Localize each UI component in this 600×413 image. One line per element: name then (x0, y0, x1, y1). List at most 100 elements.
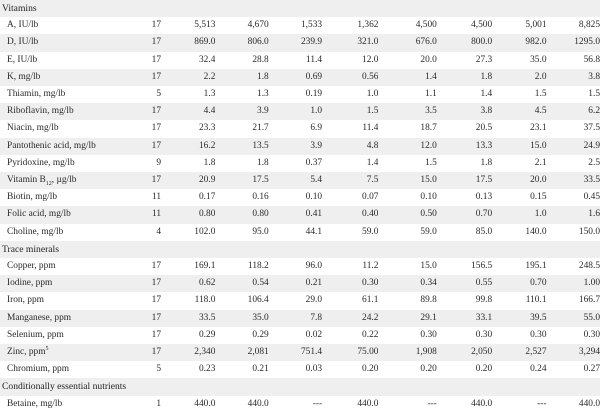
value-cell: 0.34 (378, 275, 437, 293)
table-row: Pantothenic acid, mg/lb 17 16.2 13.5 3.9 4.8 1… (0, 137, 600, 155)
count-cell: 17 (140, 68, 162, 87)
value-cell: 1.5 (378, 154, 437, 173)
value-cell: 0.55 (436, 275, 493, 293)
value-cell: 0.10 (378, 189, 437, 207)
value-cell: 7.8 (268, 309, 323, 327)
value-cell: 3.9 (215, 103, 269, 121)
value-cell: 156.5 (436, 258, 493, 276)
row-label-text: Riboflavin, mg/lb (7, 106, 74, 117)
value-cell: 13.3 (436, 137, 493, 155)
value-cell: 0.80 (161, 206, 216, 224)
row-label-text: Pantothenic acid, mg/lb (7, 140, 96, 151)
row-label-text: Zinc, ppm (7, 347, 46, 358)
count-cell: 17 (140, 34, 162, 52)
value-cell: 1.4 (436, 86, 493, 104)
value-cell: 29.1 (378, 309, 437, 327)
value-cell: 1.4 (322, 154, 379, 173)
value-cell: 3.8 (546, 68, 600, 87)
value-cell: --- (378, 395, 437, 413)
value-cell: 106.4 (215, 292, 269, 310)
value-cell: 20.0 (492, 172, 547, 190)
row-label: Copper, ppm (0, 258, 141, 276)
count-cell: 1 (140, 395, 162, 413)
table-row: D, IU/lb 17 869.0 806.0 239.9 321.0 676.0 800.0… (0, 34, 600, 52)
row-label: E, IU/lb (0, 51, 141, 69)
value-cell: 0.30 (492, 326, 547, 345)
table-row: Folic acid, mg/lb 11 0.80 0.80 0.41 0.40 0.50 0… (0, 206, 600, 224)
row-label-text: Iron, ppm (7, 295, 44, 306)
value-cell: 0.30 (436, 326, 493, 345)
value-cell: 0.40 (322, 206, 379, 224)
value-cell: 4,500 (378, 17, 437, 35)
value-cell: 0.62 (161, 275, 216, 293)
value-cell: 2.5 (546, 154, 600, 173)
value-cell: 195.1 (492, 258, 547, 276)
value-cell: 0.30 (546, 326, 600, 345)
value-cell: 7.5 (322, 172, 379, 190)
value-cell: 0.70 (492, 275, 547, 293)
row-label-text: Iodine, ppm (7, 278, 53, 289)
table-row: Iron, ppm 17 118.0 106.4 29.0 61.1 89.8 99.8 110… (0, 292, 600, 310)
row-label-text: Copper, ppm (7, 261, 56, 272)
row-label-text: Folic acid, mg/lb (7, 209, 71, 220)
section-header-row: Vitamins (0, 0, 600, 18)
value-cell: 0.21 (215, 361, 269, 379)
value-cell: --- (268, 395, 323, 413)
value-cell: 440.0 (436, 395, 493, 413)
value-cell: 17.5 (215, 172, 269, 190)
value-cell: 1295.0 (546, 34, 600, 52)
value-cell: 0.17 (161, 189, 216, 207)
value-cell: 1.8 (215, 68, 269, 87)
value-cell: 2,081 (215, 344, 269, 362)
value-cell: 118.0 (161, 292, 216, 310)
value-cell: 4.5 (492, 103, 547, 121)
value-cell: 15.0 (492, 137, 547, 155)
value-cell: 0.50 (378, 206, 437, 224)
count-cell: 11 (140, 189, 162, 207)
table-row: Choline, mg/lb 4 102.0 95.0 44.1 59.0 59.0 85.0… (0, 223, 600, 241)
row-label: Manganese, ppm (0, 309, 141, 327)
row-label-text: A, IU/lb (7, 20, 39, 31)
table-row: A, IU/lb 17 5,513 4,670 1,533 1,362 4,500 4,500… (0, 17, 600, 35)
table-row: Iodine, ppm 17 0.62 0.54 0.21 0.30 0.34 0.55 0.7… (0, 275, 600, 293)
value-cell: 44.1 (268, 223, 323, 241)
value-cell: 169.1 (161, 258, 216, 276)
value-cell: 440.0 (322, 395, 379, 413)
value-cell: 4.4 (161, 103, 216, 121)
value-cell: 0.20 (436, 361, 493, 379)
row-label: Niacin, mg/lb (0, 120, 141, 138)
row-label-text: Manganese, ppm (7, 312, 72, 323)
value-cell: 0.41 (268, 206, 323, 224)
value-cell: 110.1 (492, 292, 547, 310)
value-cell: 166.7 (546, 292, 600, 310)
count-cell: 17 (140, 292, 162, 310)
value-cell: 95.0 (215, 223, 269, 241)
value-cell: 37.5 (546, 120, 600, 138)
value-cell: 56.8 (546, 51, 600, 69)
value-cell: 0.23 (161, 361, 216, 379)
value-cell: 800.0 (436, 34, 493, 52)
table-row: Niacin, mg/lb 17 23.3 21.7 6.9 11.4 18.7 20.5 23… (0, 120, 600, 138)
value-cell: 20.5 (436, 120, 493, 138)
row-label-text: Vitamin B (7, 175, 46, 186)
value-cell: 982.0 (492, 34, 547, 52)
value-cell: 29.0 (268, 292, 323, 310)
value-cell: 20.9 (161, 172, 216, 190)
table-row: E, IU/lb 17 32.4 28.8 11.4 12.0 20.0 27.3 35.0 56… (0, 51, 600, 69)
value-cell: 35.0 (215, 309, 269, 327)
table-row: Biotin, mg/lb 11 0.17 0.16 0.10 0.07 0.10 0.13 0… (0, 189, 600, 207)
value-cell: 23.3 (161, 120, 216, 138)
value-cell: 18.7 (378, 120, 437, 138)
value-cell: 21.7 (215, 120, 269, 138)
value-cell: 99.8 (436, 292, 493, 310)
row-label: Betaine, mg/lb (0, 395, 141, 413)
row-label-text: Niacin, mg/lb (7, 123, 59, 134)
table-row: Betaine, mg/lb 1 440.0 440.0 --- 440.0 --- 440.… (0, 395, 600, 413)
value-cell: 89.8 (378, 292, 437, 310)
value-cell: 1.0 (268, 103, 323, 121)
value-cell: 0.10 (268, 189, 323, 207)
count-cell: 9 (140, 154, 162, 173)
row-label-text: D, IU/lb (7, 37, 39, 48)
